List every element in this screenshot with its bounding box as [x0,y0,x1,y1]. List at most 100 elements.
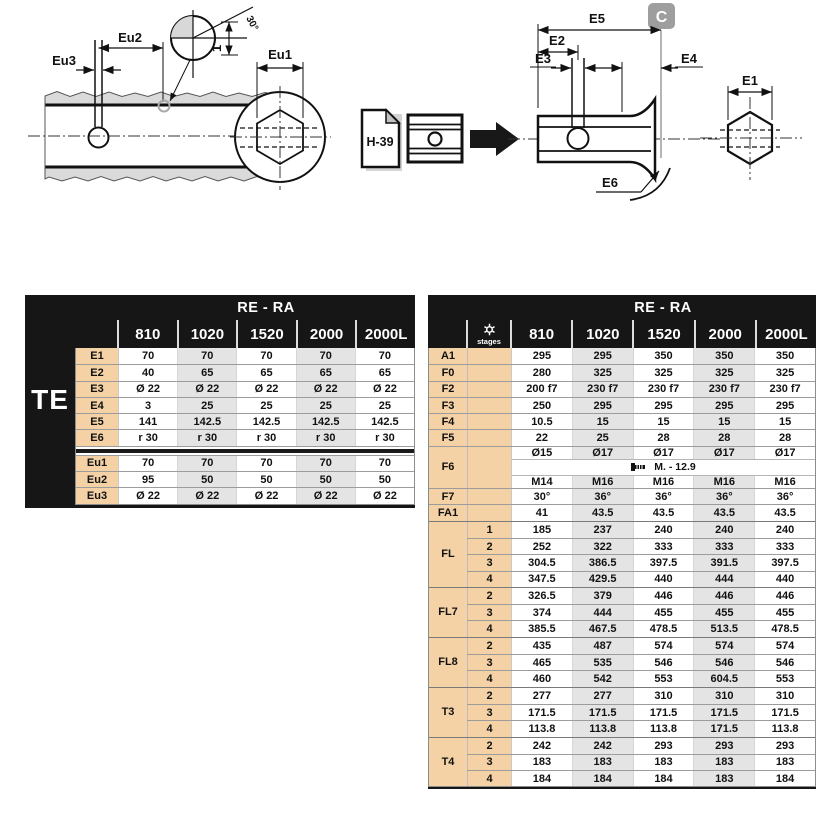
table-row: 3 465 535 546 546 546 [467,654,815,671]
group-label: FL7 [429,587,467,637]
table-cell: 295 [754,397,815,414]
table-cell: 10.5 [531,415,553,428]
table-row: FA1 41 43.5 43.5 43.5 43.5 [429,504,815,521]
staged-groups: FL 1 185 237 240 240 240 2 [429,520,815,787]
row-label: Eu2 [76,472,118,488]
row-label: E2 [76,365,118,381]
row-values: M14 M16 M16 M16 M16 [511,475,815,489]
table-cell: 333 [754,538,815,555]
staged-row-group: T3 2 277 277 310 310 310 3 [429,686,815,737]
table-cell: 171.5 [571,704,633,721]
column-header: 1520 [236,320,296,348]
gear-icon [483,323,495,335]
table-cell: Ø 22 [177,381,237,397]
row-values: 435 487 574 574 574 [511,637,815,655]
stage-number: 4 [467,671,511,687]
chamfer-angle-label: 30° [243,14,260,33]
table-cell: 230 f7 [632,381,694,397]
table-cell: 325 [632,365,694,381]
table-row: 4 460 542 553 604.5 553 [467,670,815,687]
table-cell: 455 [693,605,755,621]
table-row: 3 374 444 455 455 455 [467,604,815,621]
row-values: 385.5 467.5 478.5 513.5 478.5 [511,621,815,637]
row-values: 113.8 113.8 113.8 171.5 113.8 [511,721,815,737]
table-row: A1 295 295 350 350 350 [429,348,815,365]
row-label: E3 [76,381,118,397]
table-cell: 70 [236,455,295,472]
table-cell: 183 [693,771,755,787]
table-cell: 22 [535,432,549,445]
column-header: 2000L [754,320,816,348]
row-label: A1 [429,348,467,365]
stages-cell [467,489,511,505]
te-dimensions-table: TE RE - RA 810 1020 1520 2000 2000L E1 70 70 7… [25,295,415,508]
row-values: 185 237 240 240 240 [511,521,815,538]
table-cell: 141 [138,415,158,428]
detail-locator-circle [157,99,171,113]
table-cell: 310 [693,687,755,704]
row-values: 3 25 25 25 25 [118,397,414,414]
table-cell: 70 [141,350,155,363]
row-values: 171.5 171.5 171.5 171.5 171.5 [511,704,815,721]
stage-number: 2 [467,687,511,704]
stage-number: 3 [467,655,511,671]
table-cell: 70 [177,348,237,365]
table-cell: 15 [693,414,755,430]
table-cell: 295 [571,397,633,414]
section-c-badge: C [648,3,675,29]
table-cell: 604.5 [693,671,755,687]
table-cell: 183 [632,754,694,771]
table-row: F5 22 25 28 28 28 [429,429,815,446]
table-cell: 546 [632,655,694,671]
table-cell: 70 [295,348,355,365]
stages-cell [467,446,511,489]
row-values: 250 295 295 295 295 [511,397,815,414]
table-cell: 250 [532,399,552,412]
table-cell: 171.5 [632,704,694,721]
row-values: 304.5 386.5 397.5 391.5 397.5 [511,555,815,571]
table-cell: 293 [754,737,815,754]
table-cell: 43.5 [754,505,815,521]
row-label: E6 [76,430,118,446]
column-header: 2000 [295,320,356,348]
table-row: 2 435 487 574 574 574 [467,637,815,655]
table-cell: 185 [532,523,552,536]
table-row: 3 183 183 183 183 183 [467,753,815,771]
table-row: E2 40 65 65 65 65 [76,364,414,381]
stages-cell [467,505,511,521]
stages-header-label: stages [477,336,501,346]
table-cell: 574 [693,637,755,655]
dim-label-eu2: Eu2 [118,30,142,45]
table-cell: 40 [141,366,155,379]
stages-cell [467,365,511,381]
table-cell: 184 [632,771,694,787]
row-label: Eu1 [76,455,118,472]
table-cell: 65 [354,365,414,381]
row-values: 10.5 15 15 15 15 [511,414,815,430]
row-values: 347.5 429.5 440 444 440 [511,571,815,587]
table-cell: Ø17 [754,446,815,459]
table-cell: 15 [754,414,815,430]
table-cell: 444 [693,571,755,587]
table-cell: 280 [532,366,552,379]
group-label: FL8 [429,637,467,687]
group-rows: 2 242 242 293 293 293 3 183 183 183 183 183 [467,737,815,787]
dim-label-e6: E6 [602,175,618,190]
table-cell: r 30 [177,430,237,446]
table-cell: 70 [354,455,414,472]
table-row: E3 Ø 22 Ø 22 Ø 22 Ø 22 Ø 22 [76,380,414,397]
table-cell: 70 [236,348,295,365]
table-cell: M16 [693,476,755,489]
table-cell: 237 [571,521,633,538]
table-row: Eu2 95 50 50 50 50 [76,471,414,488]
table-cell: 379 [571,587,633,605]
coupling-block-icon [406,113,464,164]
table-row: Eu3 Ø 22 Ø 22 Ø 22 Ø 22 Ø 22 [76,487,414,504]
chamfer-depth-label: 1 [209,45,224,52]
column-header: 810 [117,320,177,348]
row-values: 22 25 28 28 28 [511,430,815,446]
stage-number: 2 [467,637,511,655]
table-cell: 553 [632,671,694,687]
left-table-column-headers: 810 1020 1520 2000 2000L [75,320,415,348]
table-row: 2 242 242 293 293 293 [467,737,815,754]
